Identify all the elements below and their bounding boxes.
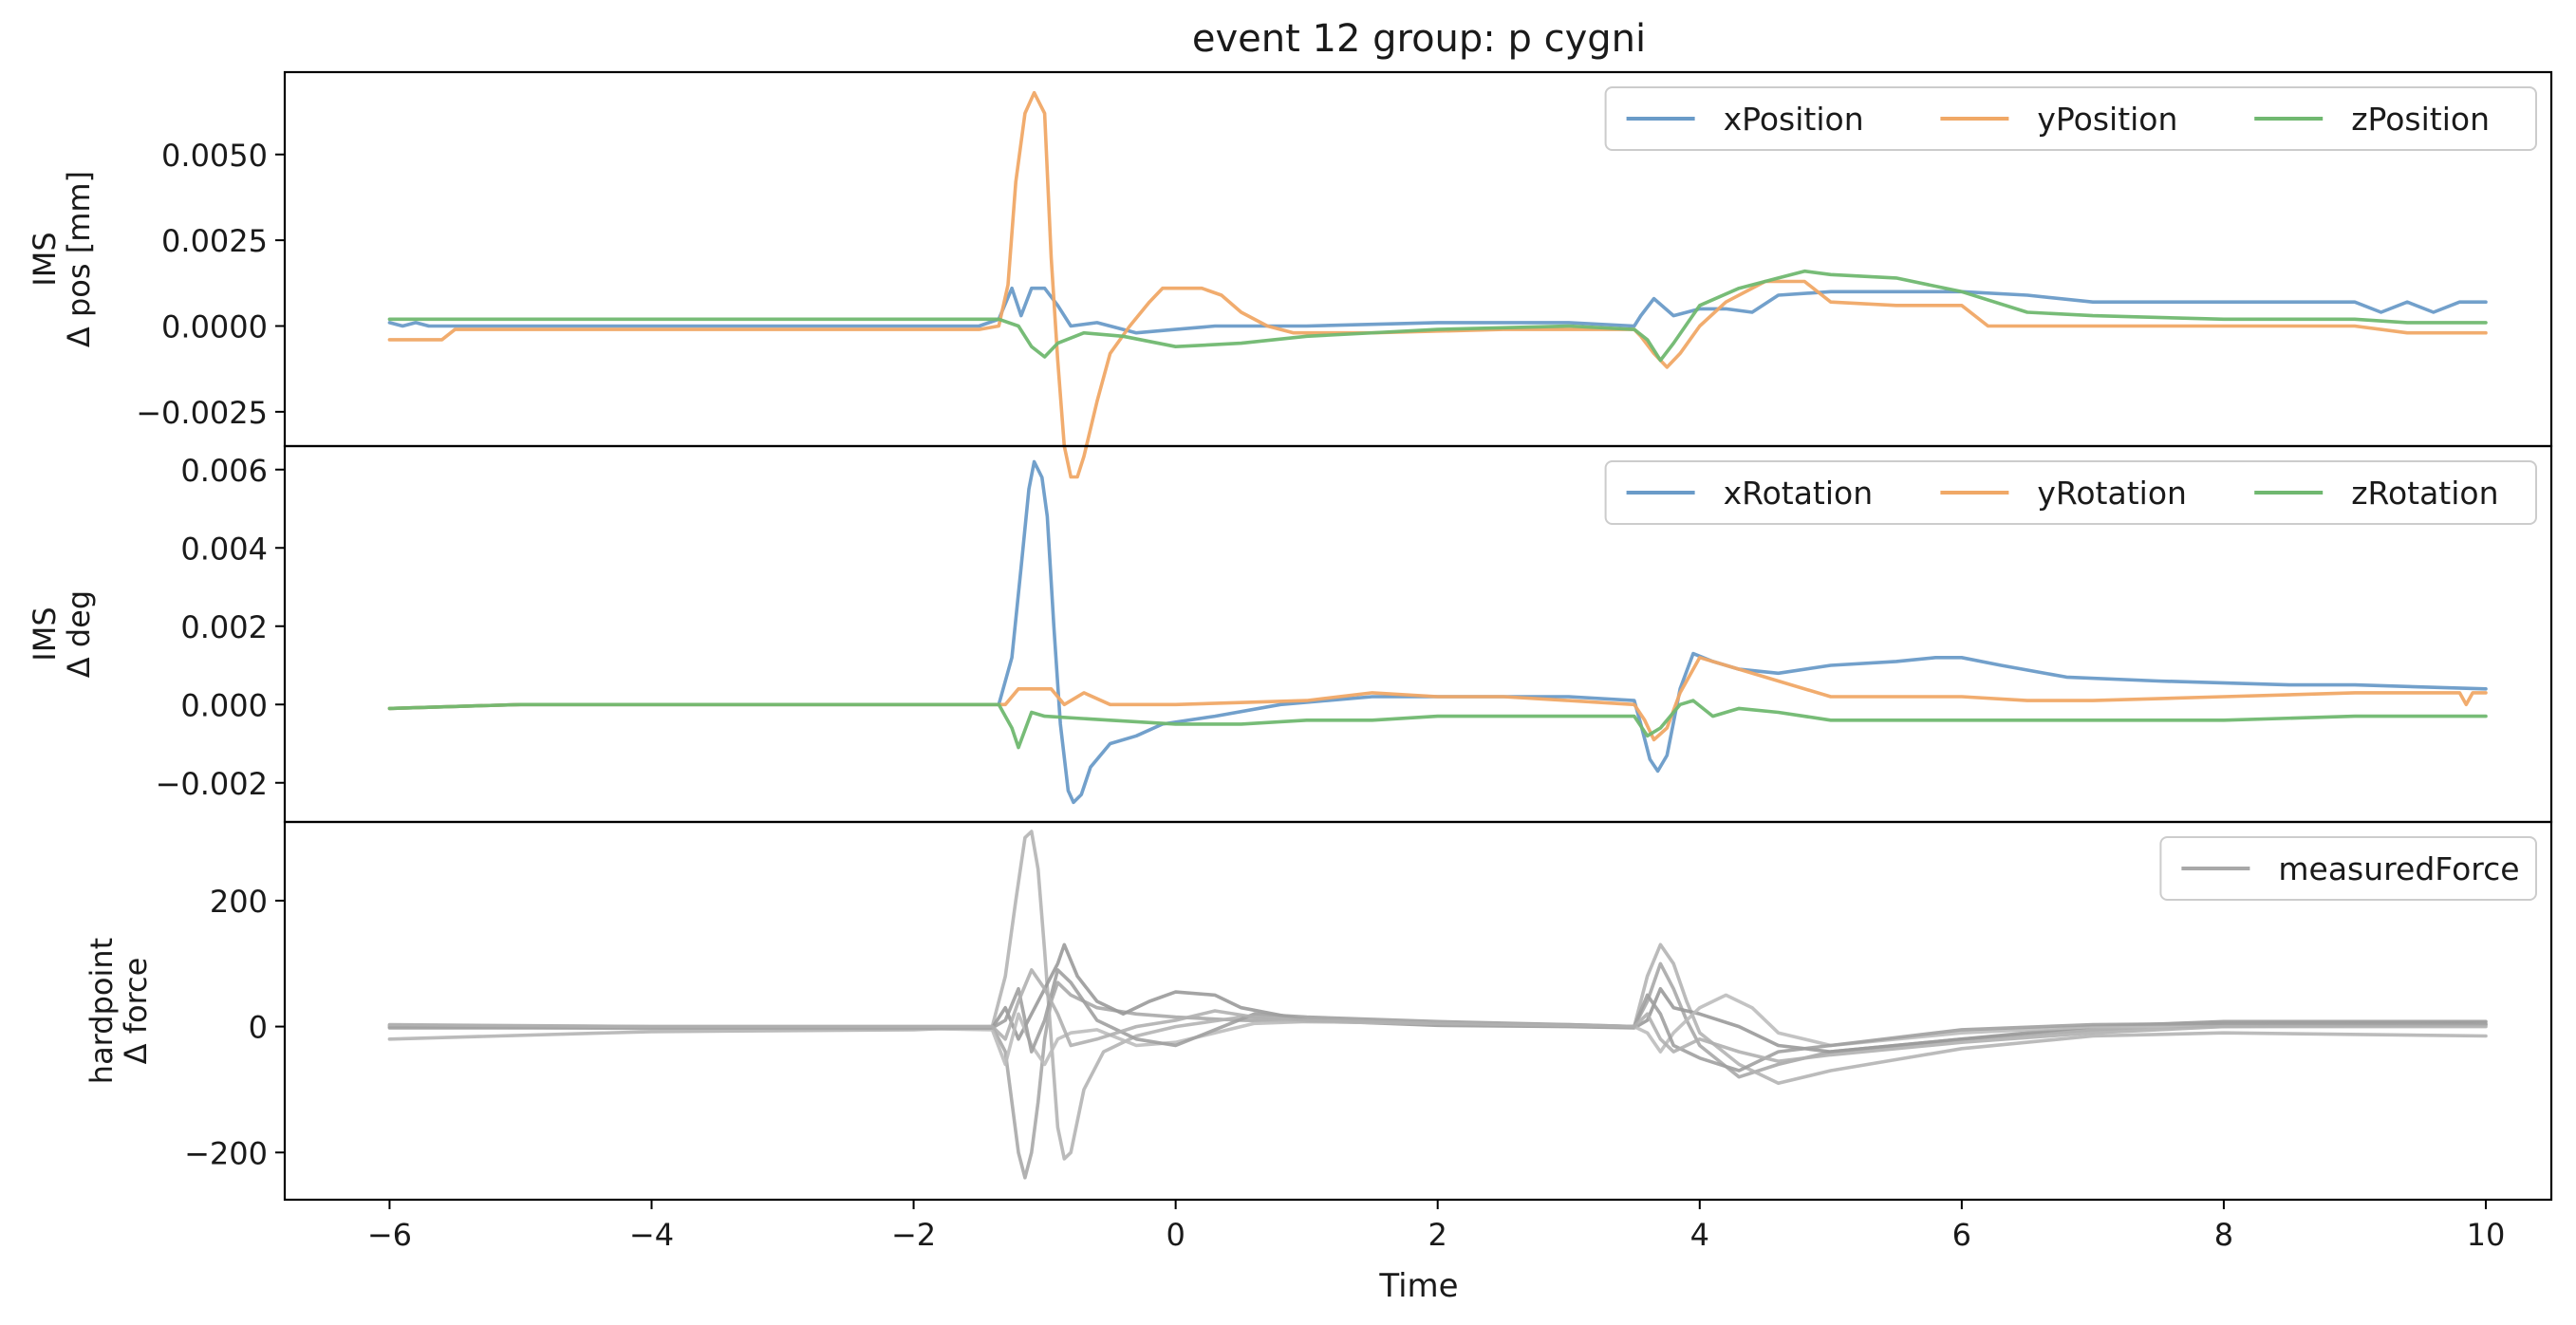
y-tick-label: −200 <box>184 1135 268 1171</box>
y-tick-label: 200 <box>210 884 268 920</box>
y-tick-label: 0.004 <box>180 531 268 567</box>
y-tick-label: −0.002 <box>156 766 268 802</box>
chart-title: event 12 group: p cygni <box>1192 17 1646 61</box>
y-tick-label: 0.000 <box>180 687 268 723</box>
y-axis-label: Δ pos [mm] <box>61 171 97 347</box>
legend-label-yRotation: yRotation <box>2037 475 2187 512</box>
x-tick-label: 10 <box>2467 1217 2506 1253</box>
series-line-zPosition <box>387 269 2488 363</box>
y-axis-label: Δ deg <box>61 590 97 678</box>
legend-label-zRotation: zRotation <box>2351 475 2498 512</box>
y-axis-label: hardpoint <box>84 938 120 1084</box>
y-tick-label: 0.0050 <box>161 138 268 174</box>
x-tick-label: 0 <box>1166 1217 1185 1253</box>
legend-label-measuredForce: measuredForce <box>2278 850 2519 887</box>
x-tick-label: 4 <box>1690 1217 1709 1253</box>
legend-box <box>1604 460 2537 525</box>
x-tick-label: 8 <box>2214 1217 2233 1253</box>
legend-label-xPosition: xPosition <box>1724 101 1864 138</box>
y-tick-label: −0.0025 <box>136 395 268 431</box>
series-line-trace-1 <box>387 830 2488 1161</box>
y-tick-label: 0.0000 <box>161 308 268 345</box>
y-tick-label: 0.0025 <box>161 223 268 259</box>
series-line-trace-2 <box>387 942 2488 1054</box>
series-line-yRotation <box>387 656 2488 742</box>
series-line-xRotation <box>387 459 2488 805</box>
y-tick-label: 0.002 <box>180 609 268 645</box>
series-line-trace-4 <box>387 968 2488 1073</box>
legend-box <box>1604 86 2537 151</box>
y-axis-label: Δ force <box>118 958 154 1065</box>
series-line-xPosition <box>387 286 2488 335</box>
series-line-trace-5 <box>387 968 2488 1063</box>
series-line-zRotation <box>387 699 2488 750</box>
x-axis-label: Time <box>1378 1267 1458 1305</box>
x-tick-label: −2 <box>891 1217 936 1253</box>
y-axis-label: IMS <box>27 232 63 286</box>
series-line-measuredForce <box>387 961 2488 1180</box>
x-tick-label: −4 <box>629 1217 674 1253</box>
y-tick-label: 0 <box>249 1010 268 1046</box>
x-tick-label: 2 <box>1428 1217 1447 1253</box>
y-tick-label: 0.006 <box>180 453 268 489</box>
plot-frame <box>283 820 2553 1202</box>
x-axis: −6 −4 −2 0 2 4 6 8 10 <box>367 1200 2506 1253</box>
y-axis-label: IMS <box>27 607 63 661</box>
legend-label-xRotation: xRotation <box>1724 475 1874 512</box>
legend-box <box>2159 836 2537 901</box>
x-tick-label: 6 <box>1952 1217 1971 1253</box>
legend-label-zPosition: zPosition <box>2351 101 2490 138</box>
x-tick-label: −6 <box>367 1217 412 1253</box>
legend-label-yPosition: yPosition <box>2037 101 2177 138</box>
series-line-yPosition <box>387 90 2488 479</box>
